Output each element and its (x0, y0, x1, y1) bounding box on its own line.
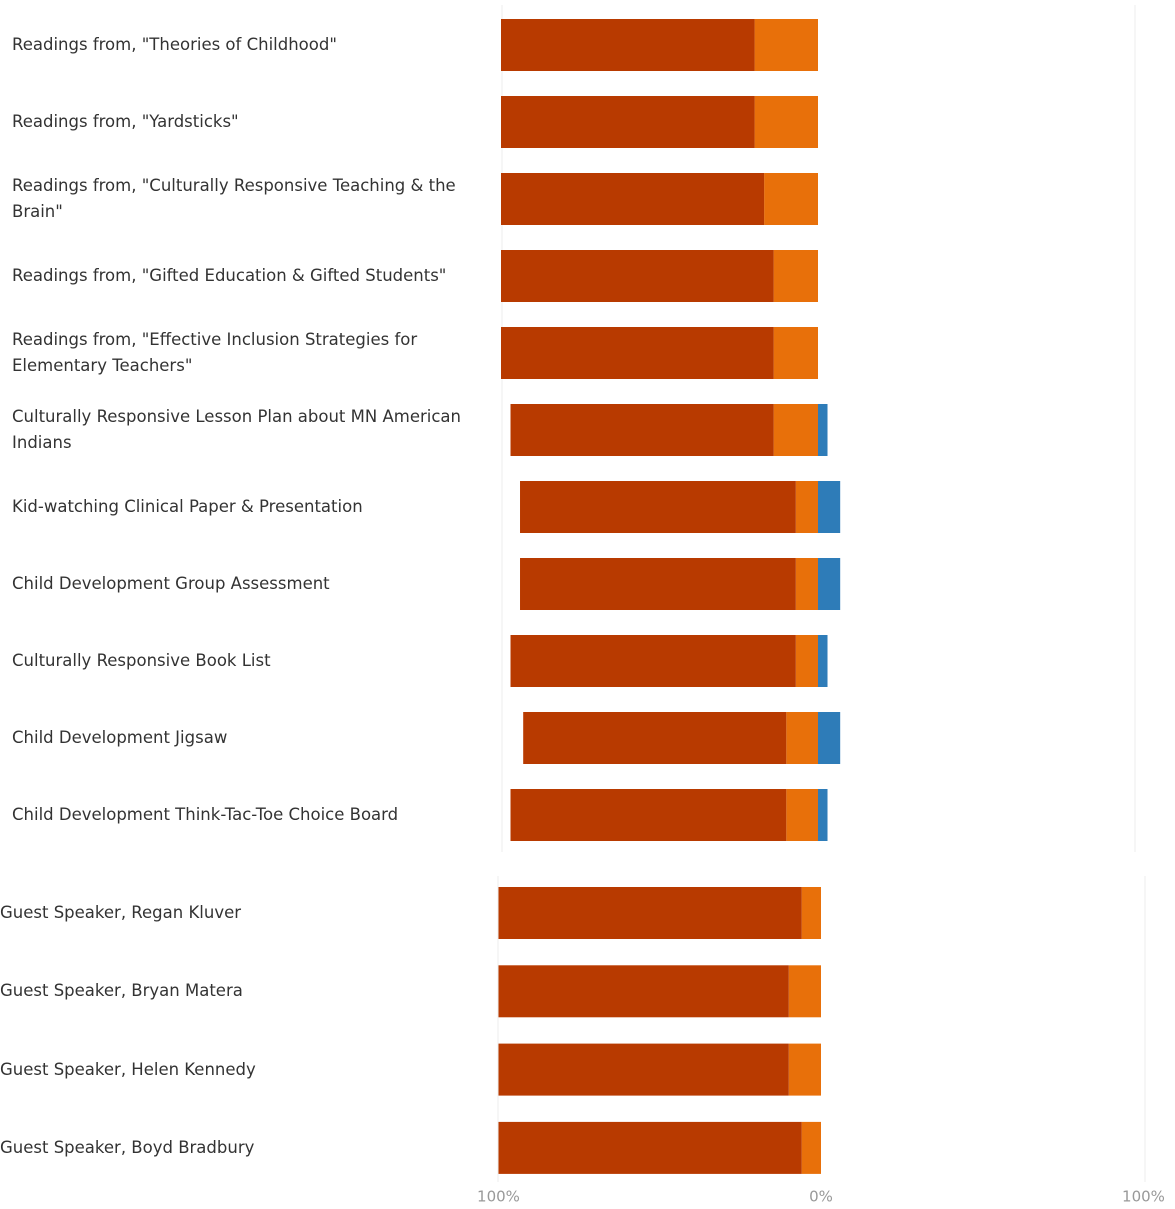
bar-segment (818, 789, 828, 841)
category-label: Readings from, "Culturally Responsive Te… (12, 176, 456, 221)
category-label: Guest Speaker, Boyd Bradbury (0, 1137, 255, 1157)
bar-segment (801, 887, 821, 939)
category-label: Child Development Group Assessment (12, 574, 330, 593)
bar-segment (498, 1043, 789, 1096)
bar-segment (818, 558, 841, 610)
category-label: Readings from, "Effective Inclusion Stra… (12, 330, 418, 375)
bar-segment (754, 96, 818, 148)
bar-segment (501, 250, 774, 302)
category-label: Guest Speaker, Bryan Matera (0, 981, 243, 1001)
category-label: Readings from, "Yardsticks" (12, 112, 239, 131)
bar-segment (773, 327, 818, 379)
category-label: Readings from, "Gifted Education & Gifte… (12, 266, 447, 285)
bar-segment (510, 635, 796, 687)
bar-segment (498, 965, 789, 1018)
category-label: Guest Speaker, Regan Kluver (0, 903, 242, 922)
bar-segment (818, 635, 828, 687)
bar-segment (795, 558, 818, 610)
category-label: Readings from, "Theories of Childhood" (12, 35, 337, 54)
bar-segment (818, 712, 841, 764)
category-label: Culturally Responsive Lesson Plan about … (12, 407, 461, 452)
bar-segment (786, 712, 818, 764)
category-label: Child Development Jigsaw (12, 728, 228, 747)
category-label: Culturally Responsive Book List (12, 651, 271, 670)
category-label: Guest Speaker, Helen Kennedy (0, 1059, 256, 1079)
bar-segment (523, 712, 787, 764)
bar-segment (501, 327, 774, 379)
bar-segment (795, 481, 818, 533)
bar-segment (801, 1121, 821, 1174)
x-tick-label: 100% (1122, 1188, 1165, 1206)
bar-segment (764, 173, 818, 225)
bar-segment (754, 19, 818, 71)
bar-segment (788, 1043, 821, 1096)
bar-segment (501, 19, 755, 71)
bar-segment (773, 250, 818, 302)
bar-segment (773, 404, 818, 456)
bar-segment (498, 1121, 802, 1174)
bar-segment (501, 96, 755, 148)
bar-segment (795, 635, 818, 687)
category-label: Kid-watching Clinical Paper & Presentati… (12, 497, 363, 516)
bar-segment (818, 404, 828, 456)
bar-segment (510, 789, 787, 841)
bar-segment (498, 887, 802, 939)
x-tick-label: 0% (809, 1188, 833, 1206)
category-label: Child Development Think-Tac-Toe Choice B… (12, 805, 399, 824)
x-tick-label: 100% (477, 1188, 520, 1206)
bar-segment (520, 558, 796, 610)
bar-segment (520, 481, 796, 533)
bar-segment (510, 404, 774, 456)
bar-segment (788, 965, 821, 1018)
bar-segment (818, 481, 841, 533)
bar-segment (501, 173, 765, 225)
bar-segment (786, 789, 818, 841)
